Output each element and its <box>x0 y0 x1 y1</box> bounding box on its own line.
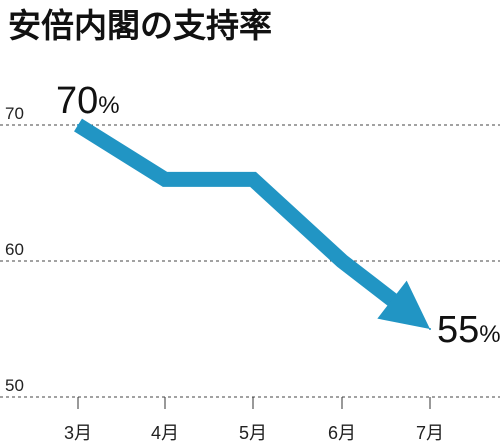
x-tick-label-4: 6月 <box>328 423 356 443</box>
y-tick-label-60: 60 <box>5 240 24 259</box>
data-point-1 <box>77 124 79 126</box>
data-point-4 <box>341 260 343 262</box>
x-tick-labels: 3月 4月 5月 6月 7月 <box>64 397 444 443</box>
data-point-5 <box>429 328 431 330</box>
data-line-group <box>74 118 431 330</box>
y-tick-labels: 70 60 50 <box>5 104 24 395</box>
x-tick-label-1: 3月 <box>64 423 92 443</box>
data-point-3 <box>252 178 254 181</box>
y-tick-label-70: 70 <box>5 104 24 123</box>
callout-value: 55 <box>437 309 479 351</box>
series-line <box>74 118 400 309</box>
chart-title: 安倍内閣の支持率 <box>8 6 272 45</box>
value-callouts: 70%55% <box>56 80 500 351</box>
arrow-head <box>377 280 430 329</box>
callout-unit: % <box>479 321 500 348</box>
y-tick-label-50: 50 <box>5 376 24 395</box>
x-tick-label-3: 5月 <box>239 423 267 443</box>
data-point-2 <box>164 178 166 181</box>
callout-2: 55% <box>437 309 500 351</box>
callout-unit: % <box>98 92 119 119</box>
callout-value: 70 <box>56 80 98 122</box>
grid-lines <box>0 124 500 398</box>
callout-1: 70% <box>56 80 120 122</box>
x-tick-label-5: 7月 <box>416 423 444 443</box>
x-tick-label-2: 4月 <box>151 423 179 443</box>
